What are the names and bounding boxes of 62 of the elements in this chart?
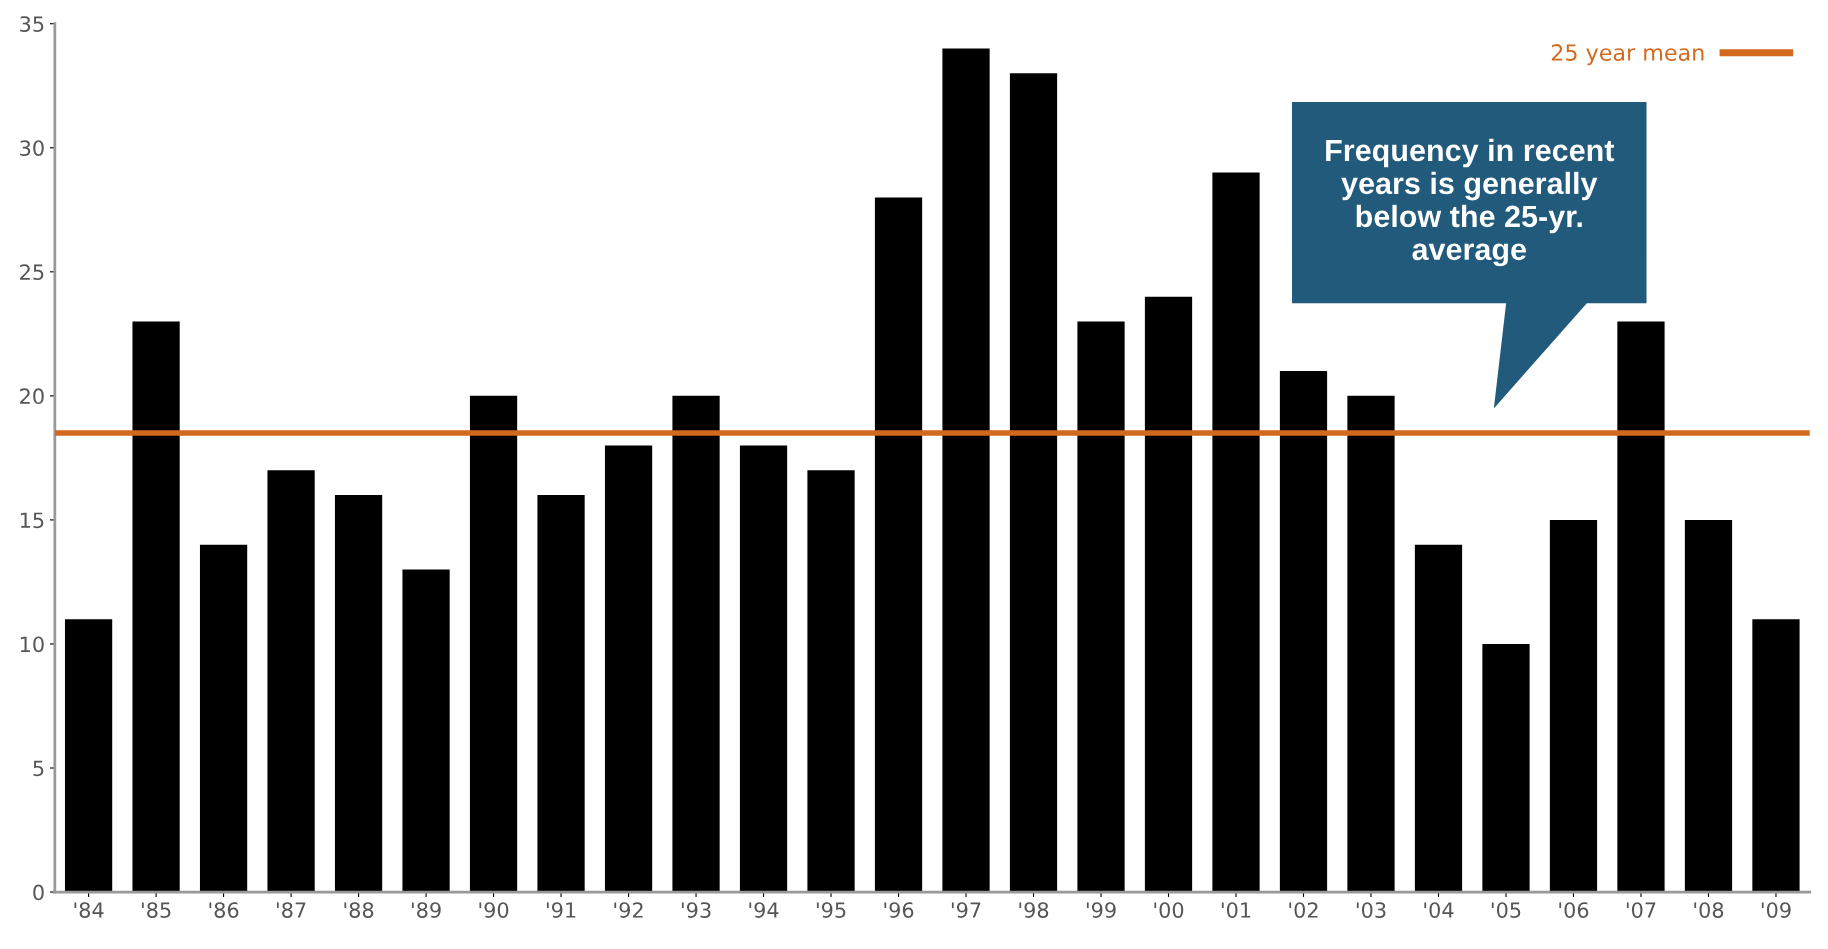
bar bbox=[1144, 296, 1193, 893]
x-tick-label: '94 bbox=[749, 902, 779, 918]
x-tick-label: '97 bbox=[951, 902, 981, 918]
bar bbox=[1482, 643, 1530, 893]
x-tick-label: '01 bbox=[1221, 902, 1251, 918]
x-tick-label: '85 bbox=[141, 902, 171, 918]
y-tick-label: 20 bbox=[20, 388, 44, 405]
bar bbox=[537, 495, 585, 893]
y-tick-label: 15 bbox=[20, 512, 44, 529]
x-tick-label: '86 bbox=[209, 902, 239, 918]
bar bbox=[1212, 172, 1260, 893]
annotation: Frequency in recent years is generally below the 25-yr. average bbox=[1326, 138, 1615, 267]
y-tick-label: 35 bbox=[20, 16, 44, 32]
x-tick-label: '89 bbox=[411, 902, 441, 918]
bar bbox=[739, 445, 788, 893]
y-tick-label: 10 bbox=[20, 636, 44, 653]
legend-label: 25 year mean bbox=[1551, 44, 1704, 66]
x-tick-label: '88 bbox=[344, 902, 374, 918]
x-tick-label: '93 bbox=[681, 902, 711, 918]
bar bbox=[402, 569, 450, 893]
bar bbox=[1009, 73, 1058, 893]
y-tick-label: 5 bbox=[33, 760, 44, 777]
x-tick-label: '84 bbox=[74, 902, 104, 918]
y-tick-label: 0 bbox=[33, 884, 44, 901]
bar bbox=[1414, 544, 1463, 893]
x-tick-label: '09 bbox=[1761, 902, 1791, 918]
bar bbox=[1279, 371, 1328, 893]
x-tick-label: '98 bbox=[1019, 902, 1049, 918]
x-tick-label: '92 bbox=[614, 902, 643, 918]
x-tick-label: '04 bbox=[1424, 902, 1454, 918]
x-tick-label: '08 bbox=[1694, 902, 1724, 918]
bar bbox=[1549, 519, 1598, 893]
x-tick-label: '90 bbox=[479, 902, 509, 918]
y-tick-label: 25 bbox=[20, 264, 44, 281]
bar bbox=[1077, 321, 1125, 893]
bar bbox=[132, 321, 180, 893]
x-tick-label: '87 bbox=[276, 902, 306, 918]
x-tick-label: '96 bbox=[884, 902, 914, 918]
bar bbox=[807, 470, 855, 893]
bar bbox=[1752, 619, 1800, 893]
bar bbox=[604, 445, 653, 893]
x-tick-label: '99 bbox=[1086, 902, 1116, 918]
bar bbox=[334, 495, 383, 893]
bar bbox=[267, 470, 315, 893]
x-tick-label: '05 bbox=[1491, 902, 1521, 918]
bar bbox=[942, 48, 990, 893]
bar bbox=[1617, 321, 1665, 893]
bar bbox=[64, 619, 113, 893]
bar bbox=[199, 544, 248, 893]
x-tick-label: '02 bbox=[1289, 902, 1318, 918]
bar bbox=[874, 197, 923, 893]
y-tick-label: 30 bbox=[20, 140, 44, 156]
bar bbox=[672, 395, 720, 893]
x-tick-label: '03 bbox=[1356, 902, 1386, 918]
x-tick-label: '91 bbox=[546, 902, 576, 918]
x-tick-label: '07 bbox=[1626, 902, 1656, 918]
bar bbox=[1347, 395, 1395, 893]
bar bbox=[469, 395, 518, 893]
bar bbox=[1684, 519, 1733, 893]
x-tick-label: '95 bbox=[816, 902, 846, 918]
x-tick-label: '06 bbox=[1559, 902, 1589, 918]
x-tick-label: '00 bbox=[1154, 902, 1184, 918]
